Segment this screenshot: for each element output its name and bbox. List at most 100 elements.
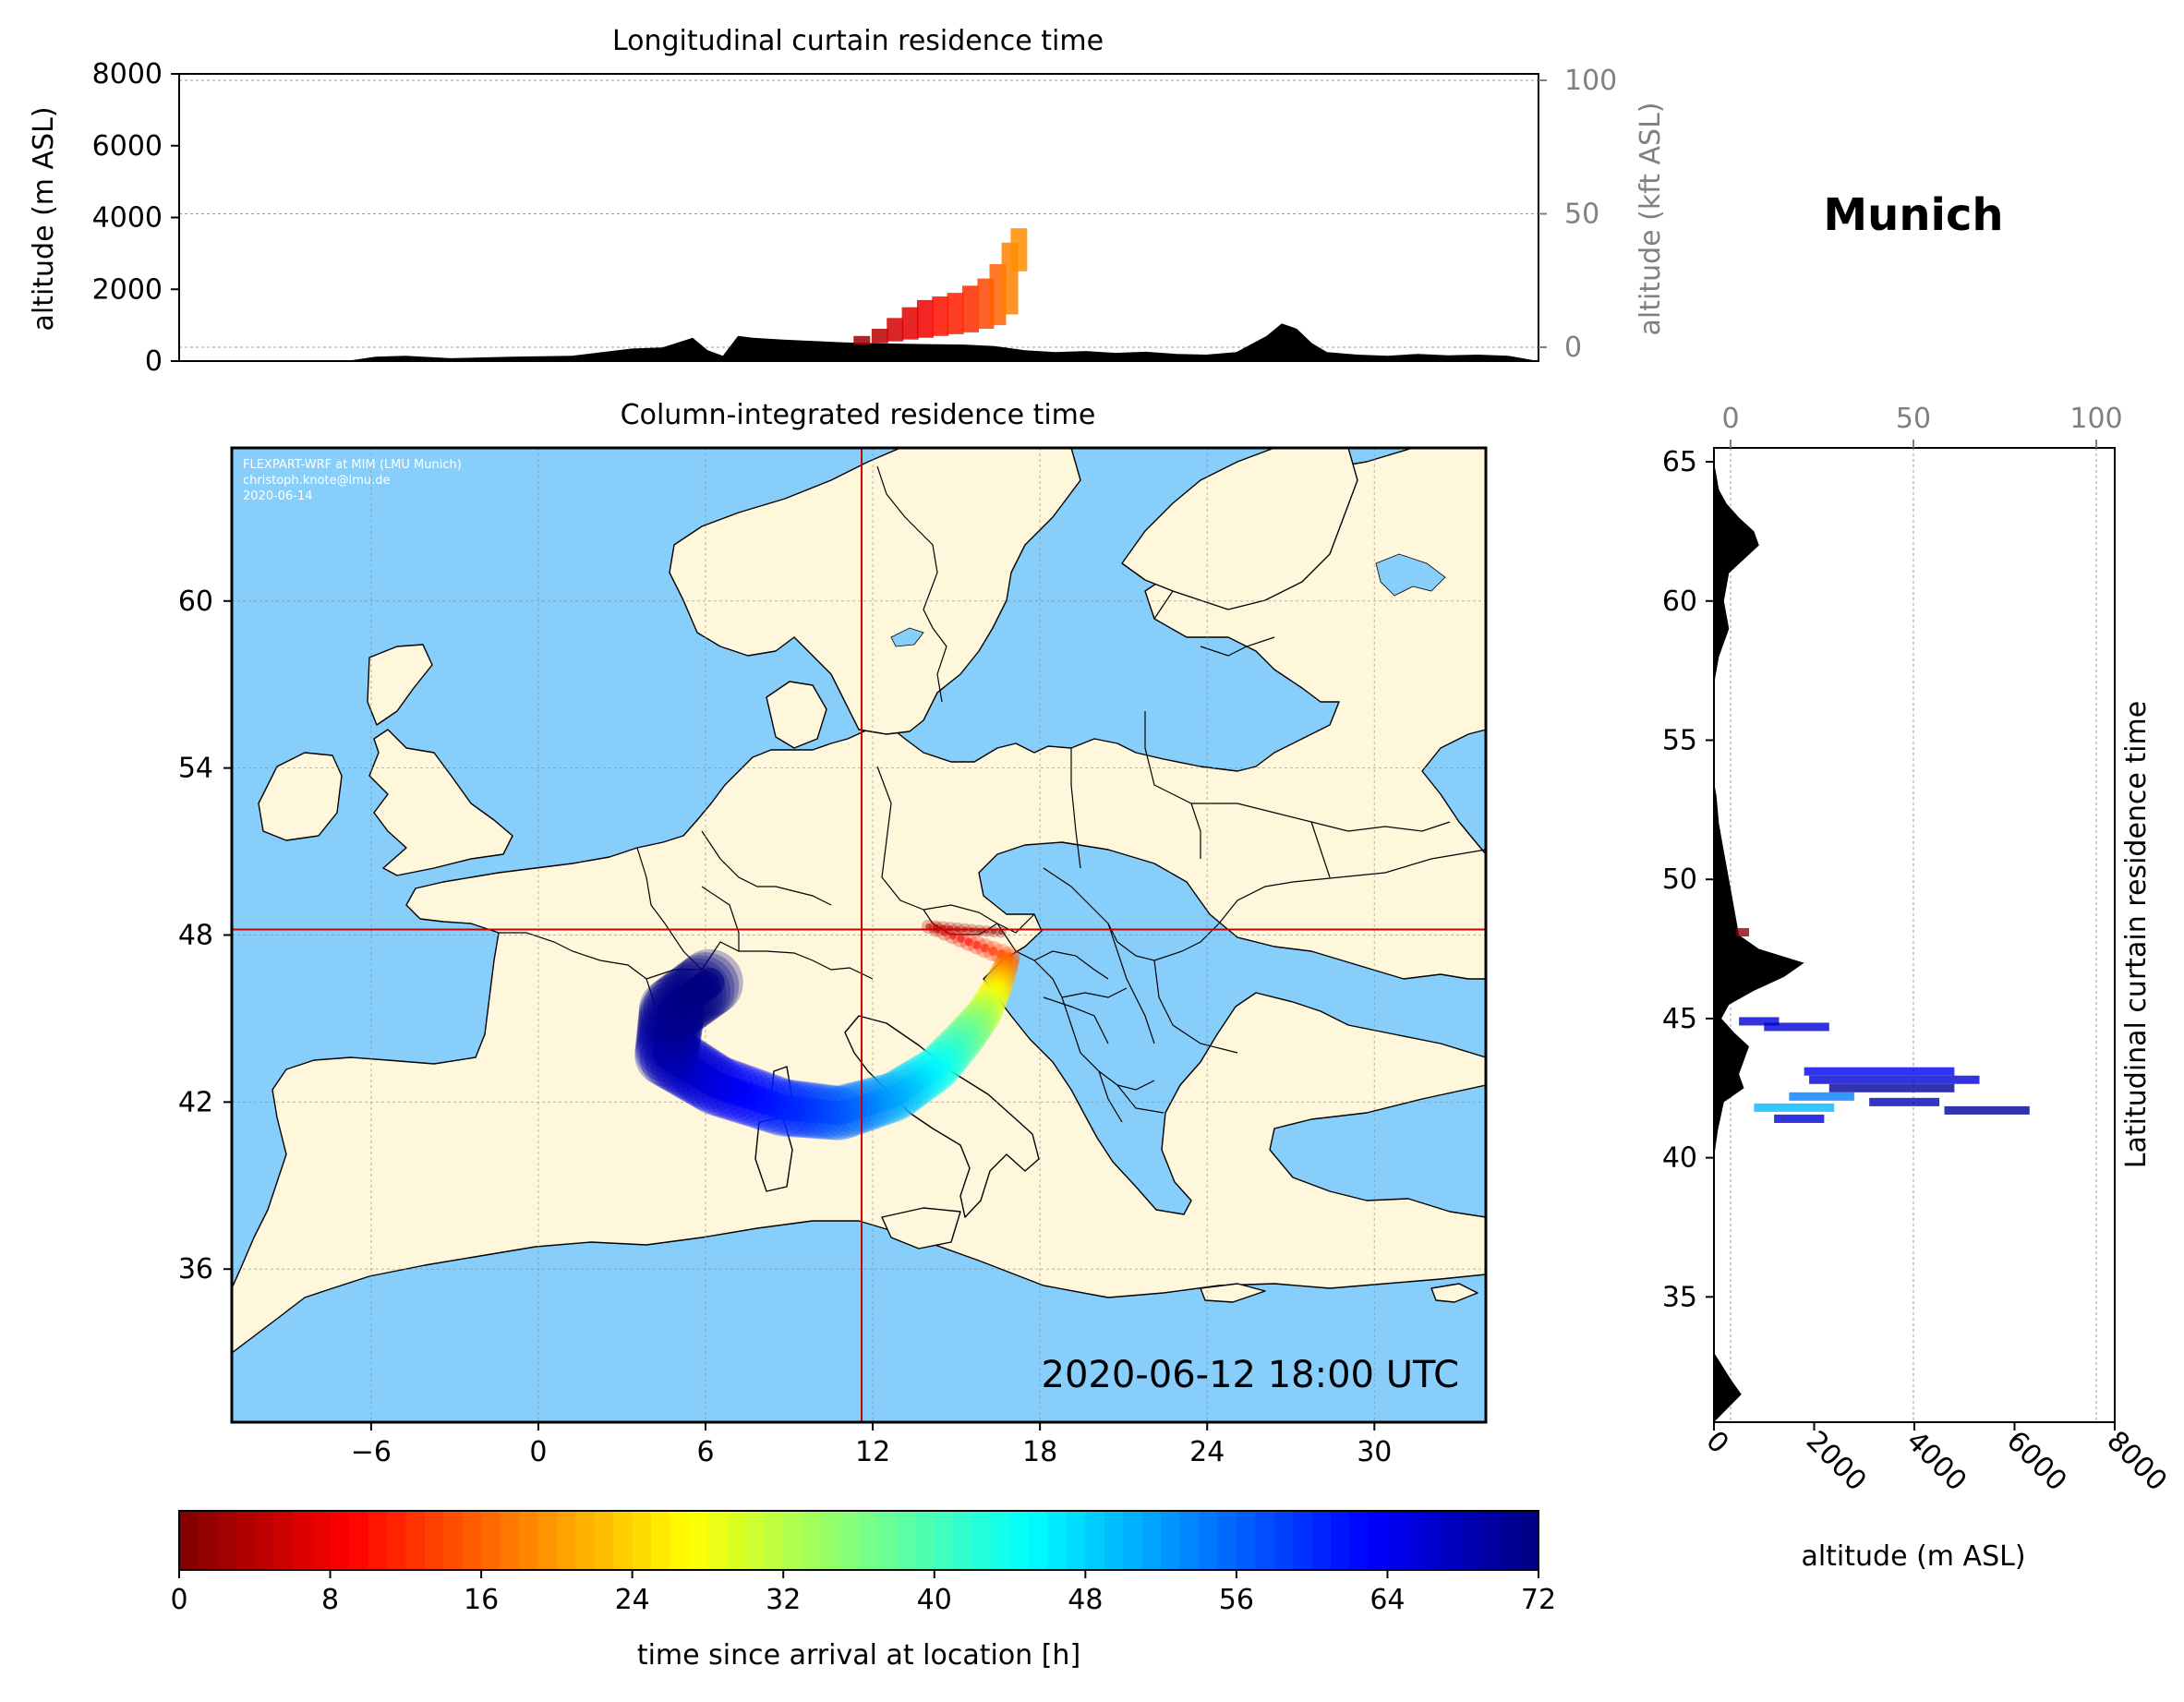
right-plume-band (1869, 1097, 1940, 1106)
colorbar-cell (198, 1511, 218, 1570)
colorbar-tick-label: 64 (1370, 1584, 1405, 1616)
colorbar-cell (1443, 1511, 1464, 1570)
top-plume-column (916, 299, 934, 338)
top-y2-tick-label: 0 (1564, 332, 1582, 364)
colorbar-cell (1236, 1511, 1256, 1570)
colorbar-cell (745, 1511, 766, 1570)
right-x-tick-label: 0 (1699, 1425, 1734, 1460)
top-terrain (179, 323, 1538, 361)
top-plume (853, 228, 1028, 345)
right-x2-tick-label: 100 (2069, 403, 2122, 435)
colorbar-cell (689, 1511, 709, 1570)
plume-core (980, 943, 990, 953)
colorbar-cell (726, 1511, 746, 1570)
top-y2label: altitude (kft ASL) (1635, 102, 1667, 335)
colorbar-cell (179, 1511, 199, 1570)
colorbar-cell (405, 1511, 426, 1570)
colorbar-cell (821, 1511, 841, 1570)
map-x-tick-label: 18 (1022, 1436, 1057, 1468)
credit-line: 2020-06-14 (243, 489, 313, 503)
colorbar-cell (1085, 1511, 1105, 1570)
top-y2-tick-label: 100 (1564, 65, 1617, 97)
colorbar-cell (1349, 1511, 1370, 1570)
finland (1121, 448, 1358, 610)
island-cyprus (1430, 1283, 1478, 1303)
plume-core (694, 967, 725, 998)
map-y-tick-label: 36 (178, 1253, 213, 1286)
map-y-tick-label: 60 (178, 585, 213, 618)
plume-core (991, 929, 996, 935)
plume-core (941, 929, 948, 936)
colorbar-cell (613, 1511, 633, 1570)
map-x-tick-label: 0 (529, 1436, 547, 1468)
map-x-tick-label: 6 (696, 1436, 714, 1468)
colorbar-tick-label: 40 (917, 1584, 952, 1616)
timestamp: 2020-06-12 18:00 UTC (1042, 1354, 1459, 1396)
right-y-tick-label: 35 (1662, 1281, 1697, 1313)
map-x-axis: −6 0 6 12 18 24 30 (351, 1422, 1392, 1468)
plume-core (998, 929, 1004, 935)
colorbar-cell (991, 1511, 1011, 1570)
plume-core (948, 932, 957, 940)
right-plume (1736, 927, 2030, 1123)
map-y-tick-label: 48 (178, 920, 213, 952)
colorbar-cell (971, 1511, 992, 1570)
plume-core (972, 940, 982, 949)
right-title: Latitudinal curtain residence time (2120, 701, 2153, 1168)
colorbar-cell (575, 1511, 596, 1570)
island-crete (1200, 1283, 1266, 1303)
right-x-tick-label: 8000 (2100, 1425, 2173, 1498)
colorbar-cell (1179, 1511, 1200, 1570)
colorbar-cell (1199, 1511, 1219, 1570)
colorbar-axis: 0 8 16 24 32 40 48 56 64 72 (170, 1570, 1556, 1616)
right-y-tick-label: 60 (1662, 585, 1697, 618)
right-y-tick-label: 55 (1662, 725, 1697, 757)
right-plume-band (1774, 1114, 1825, 1123)
top-axes-frame (178, 73, 1539, 362)
colorbar-cell (216, 1511, 236, 1570)
colorbar-cell (802, 1511, 822, 1570)
colorbar-bar (179, 1511, 1539, 1570)
colorbar-cell (670, 1511, 690, 1570)
top-plume-column (887, 318, 904, 342)
colorbar-cell (1387, 1511, 1407, 1570)
plume-core (924, 923, 932, 930)
plume-core (964, 937, 973, 947)
right-x-tick-label: 4000 (1900, 1425, 1973, 1498)
denmark (766, 681, 827, 749)
right-y-tick-label: 40 (1662, 1142, 1697, 1175)
top-plume-column (871, 329, 888, 344)
colorbar-tick-label: 16 (464, 1584, 499, 1616)
colorbar-cell (896, 1511, 916, 1570)
colorbar-tick-label: 32 (766, 1584, 801, 1616)
colorbar-frame (178, 1510, 1539, 1571)
colorbar-cell (1331, 1511, 1351, 1570)
island-britain (368, 729, 513, 876)
colorbar-tick-label: 48 (1068, 1584, 1103, 1616)
colorbar-cell (915, 1511, 935, 1570)
map-x-tick-label: 24 (1189, 1436, 1225, 1468)
top-plume-column (1010, 228, 1028, 272)
plume-core (957, 935, 965, 943)
top-y2-tick-label: 50 (1564, 199, 1599, 231)
map-x-tick-label: 12 (855, 1436, 890, 1468)
lake-vanern (890, 627, 924, 647)
colorbar-cell (839, 1511, 860, 1570)
colorbar-cell (953, 1511, 973, 1570)
top-plume-column (947, 293, 964, 334)
top-title: Longitudinal curtain residence time (612, 25, 1104, 57)
colorbar-cell (1217, 1511, 1237, 1570)
map-panel: Column-integrated residence time (178, 399, 1488, 1468)
colorbar-cell (556, 1511, 576, 1570)
colorbar-cell (1463, 1511, 1483, 1570)
colorbar-cell (632, 1511, 652, 1570)
right-plume-band (1804, 1067, 1955, 1076)
colorbar-panel: 0 8 16 24 32 40 48 56 64 72 time since arrival at… (170, 1510, 1556, 1672)
colorbar-cell (500, 1511, 520, 1570)
scandinavia (669, 448, 1081, 735)
colorbar-tick-label: 24 (615, 1584, 650, 1616)
credit-line: FLEXPART-WRF at MIM (LMU Munich) (243, 458, 462, 472)
colorbar-cell (651, 1511, 671, 1570)
colorbar-cell (330, 1511, 350, 1570)
lakes (890, 553, 1446, 647)
